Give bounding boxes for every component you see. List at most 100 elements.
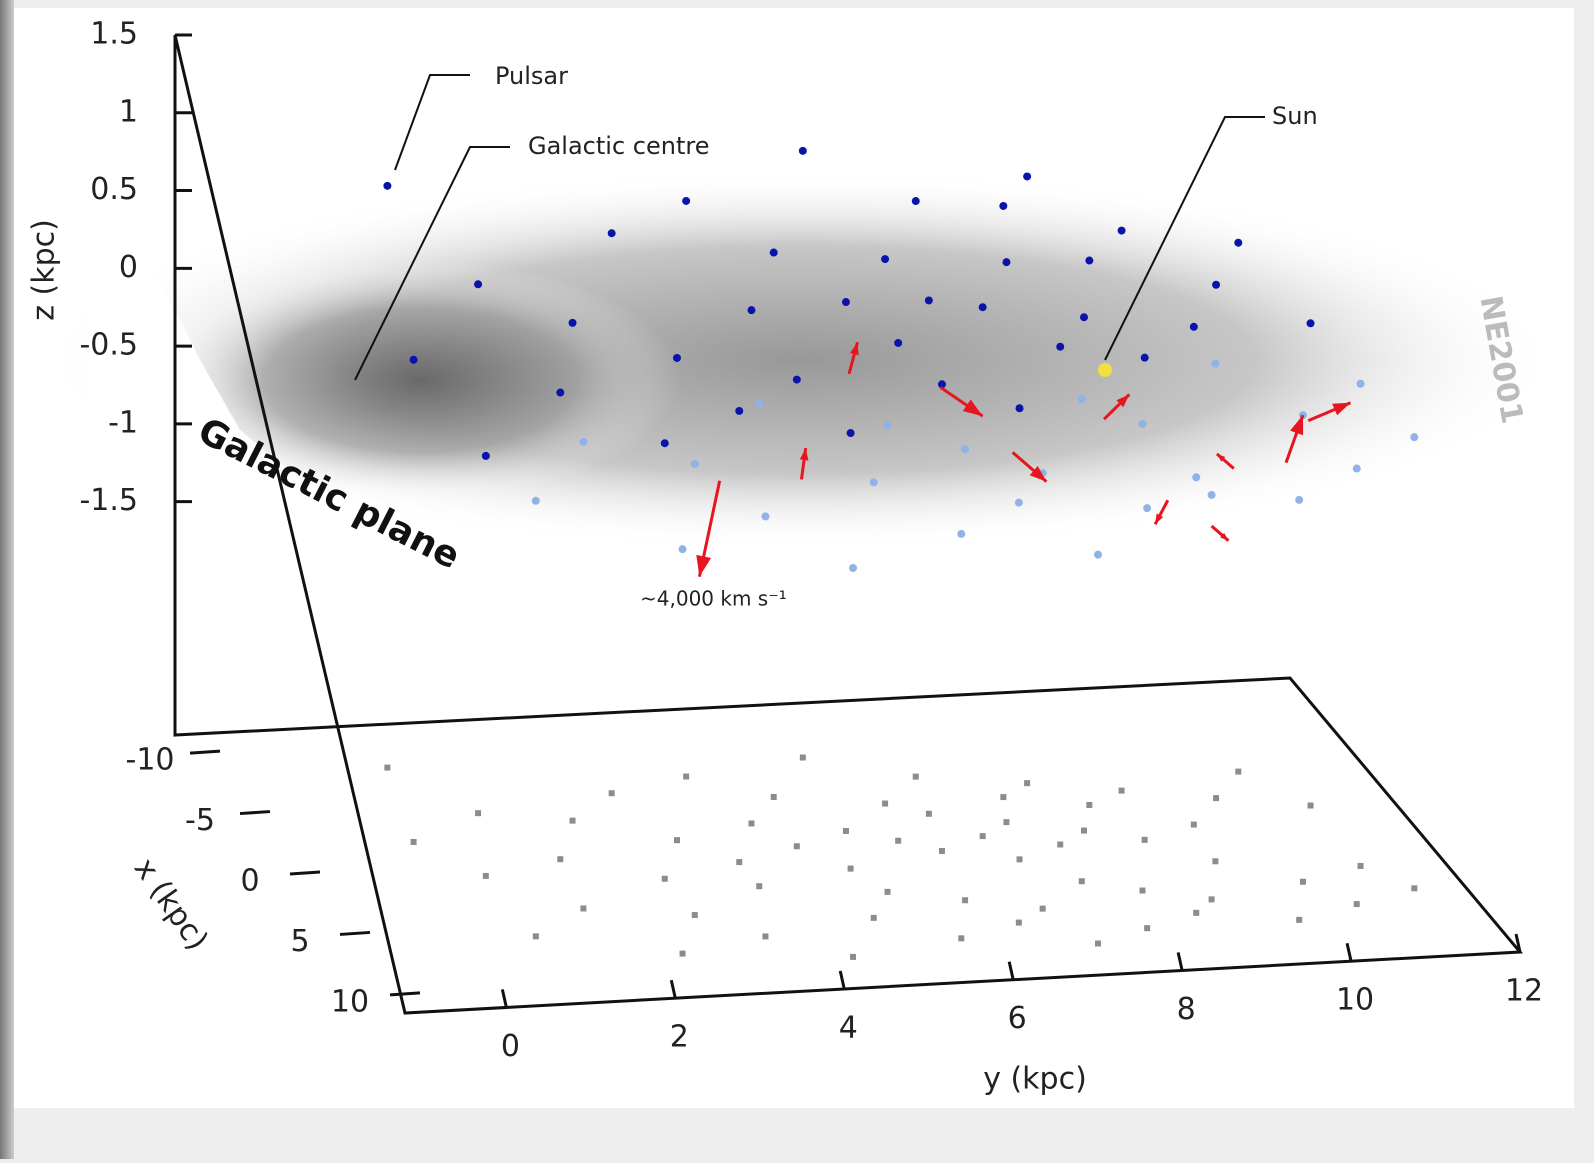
point	[846, 429, 855, 438]
speed-label: ~4,000 km s⁻¹	[640, 587, 787, 611]
floor-point	[1139, 887, 1146, 894]
arrow-head	[962, 399, 983, 417]
floor-point	[1094, 940, 1101, 947]
point	[911, 197, 920, 206]
point	[579, 437, 588, 446]
point	[1207, 490, 1216, 499]
point	[1056, 342, 1065, 351]
y-tick-label: 12	[1505, 974, 1543, 1009]
x-tick-label: 0	[240, 864, 259, 899]
velocity-arrow	[1011, 451, 1048, 483]
point	[1085, 256, 1094, 265]
point	[798, 146, 807, 155]
velocity-arrow	[1153, 499, 1170, 525]
floor-point	[608, 790, 615, 797]
point	[1410, 433, 1419, 442]
point	[1212, 280, 1221, 289]
floor-point	[1003, 819, 1010, 826]
y-tick	[1345, 942, 1353, 962]
floor-point	[799, 754, 806, 761]
point	[841, 298, 850, 307]
point	[883, 421, 892, 430]
arrow-head	[1290, 415, 1304, 436]
point	[1306, 319, 1315, 328]
x-tick-label: 5	[290, 924, 309, 959]
z-tick-label: 0.5	[90, 172, 138, 207]
point	[924, 296, 933, 305]
point	[1140, 353, 1149, 362]
floor-point	[1193, 909, 1200, 916]
point	[1002, 258, 1011, 267]
y-tick-label: 8	[1177, 992, 1196, 1027]
z-axis-label: z (kpc)	[27, 219, 62, 321]
x-tick	[289, 870, 321, 876]
floor-point	[1213, 795, 1220, 802]
floor-point	[895, 837, 902, 844]
y-tick-label: 10	[1336, 983, 1374, 1018]
floor-point	[410, 838, 417, 845]
floor-point	[770, 794, 777, 801]
arrow-head	[1216, 453, 1226, 462]
y-tick	[1007, 961, 1015, 981]
floor-point	[958, 935, 965, 942]
point	[755, 400, 764, 409]
point	[568, 318, 577, 327]
floor-point	[475, 810, 482, 817]
point	[1234, 238, 1243, 247]
point	[769, 248, 778, 257]
point	[1117, 226, 1126, 235]
arrow-head	[1332, 402, 1351, 416]
floor-point	[882, 800, 889, 807]
floor-point	[793, 843, 800, 850]
y-tick-label: 2	[670, 1020, 689, 1055]
floor-point	[756, 883, 763, 890]
point	[556, 388, 565, 397]
point	[881, 255, 890, 264]
floor-point	[1015, 919, 1022, 926]
point	[978, 303, 987, 312]
arrow-head	[1029, 465, 1047, 482]
floor-point	[661, 875, 668, 882]
point	[1143, 504, 1152, 513]
point	[894, 338, 903, 347]
z-tick-label: -1.5	[79, 483, 138, 518]
floor-point	[1141, 836, 1148, 843]
floor-point	[1299, 878, 1306, 885]
point	[735, 406, 744, 415]
floor-point	[1000, 794, 1007, 801]
point	[849, 564, 858, 573]
y-axis-label: y (kpc)	[983, 1062, 1087, 1097]
z-tick-label: 0	[119, 250, 138, 285]
floor-point	[532, 933, 539, 940]
sun-marker	[1098, 363, 1112, 377]
floor-point	[1307, 802, 1314, 809]
point	[961, 445, 970, 454]
floor-point	[1208, 896, 1215, 903]
floor-point	[674, 837, 681, 844]
arrow-head	[799, 448, 809, 461]
point	[1093, 550, 1102, 559]
x-tick	[189, 749, 221, 755]
arrow-head	[1220, 532, 1229, 541]
pulsar-leader	[394, 74, 470, 171]
floor-point	[1357, 862, 1364, 869]
floor-point	[1353, 901, 1360, 908]
point	[1295, 495, 1304, 504]
arrow-head	[1155, 513, 1164, 525]
floor-point	[1296, 916, 1303, 923]
x-tick-label: 10	[331, 984, 369, 1019]
velocity-arrow	[696, 480, 722, 577]
floor-point	[962, 897, 969, 904]
point	[1189, 322, 1198, 331]
point	[1356, 379, 1365, 388]
point	[682, 196, 691, 205]
x-tick	[389, 991, 421, 997]
floor-point	[870, 914, 877, 921]
point	[1014, 498, 1023, 507]
z-tick-label: -1	[108, 405, 138, 440]
floor-point	[1212, 858, 1219, 865]
floor-point	[850, 953, 857, 960]
floor-point	[1411, 885, 1418, 892]
frame-strip	[0, 0, 14, 1159]
